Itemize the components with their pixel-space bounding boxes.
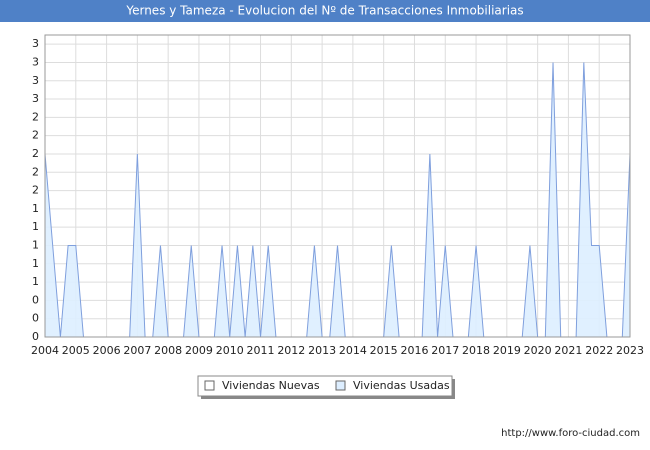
y-tick-label: 0 [32,312,39,325]
y-tick-label: 0 [32,293,39,306]
x-tick-label: 2019 [493,344,521,357]
legend-swatch [204,380,215,391]
x-tick-label: 2014 [339,344,367,357]
x-tick-label: 2015 [370,344,398,357]
y-tick-label: 2 [32,147,39,160]
x-tick-label: 2010 [216,344,244,357]
x-tick-label: 2017 [431,344,459,357]
plot-border [44,34,631,338]
y-tick-label: 1 [32,275,39,288]
legend-swatch [335,380,346,391]
x-tick-label: 2018 [462,344,490,357]
x-tick-label: 2022 [585,344,613,357]
y-tick-label: 1 [32,238,39,251]
x-tick-label: 2020 [524,344,552,357]
x-tick-label: 2009 [185,344,213,357]
y-tick-label: 3 [32,74,39,87]
y-tick-label: 3 [32,37,39,50]
x-tick-label: 2023 [616,344,644,357]
x-tick-label: 2016 [400,344,428,357]
x-tick-label: 2012 [277,344,305,357]
y-tick-label: 2 [32,129,39,142]
y-tick-label: 0 [32,330,39,343]
x-tick-label: 2011 [247,344,275,357]
chart-title: Yernes y Tameza - Evolucion del Nº de Tr… [125,4,523,18]
x-tick-label: 2021 [554,344,582,357]
title-bar [0,0,650,22]
legend-label: Viviendas Nuevas [222,379,320,392]
x-tick-label: 2005 [62,344,90,357]
y-tick-label: 1 [32,202,39,215]
legend-label: Viviendas Usadas [353,379,450,392]
x-tick-label: 2007 [123,344,151,357]
legend: Viviendas Nuevas Viviendas Usadas [197,375,455,399]
legend-box [197,375,453,397]
y-tick-label: 1 [32,220,39,233]
x-tick-label: 2008 [154,344,182,357]
y-tick-label: 3 [32,55,39,68]
y-tick-label: 3 [32,92,39,105]
y-tick-label: 2 [32,184,39,197]
y-tick-label: 1 [32,257,39,270]
x-tick-label: 2004 [31,344,59,357]
y-tick-label: 2 [32,165,39,178]
footer: http://www.foro-ciudad.com [501,428,640,439]
x-tick-label: 2006 [93,344,121,357]
y-tick-label: 2 [32,110,39,123]
x-tick-label: 2013 [308,344,336,357]
